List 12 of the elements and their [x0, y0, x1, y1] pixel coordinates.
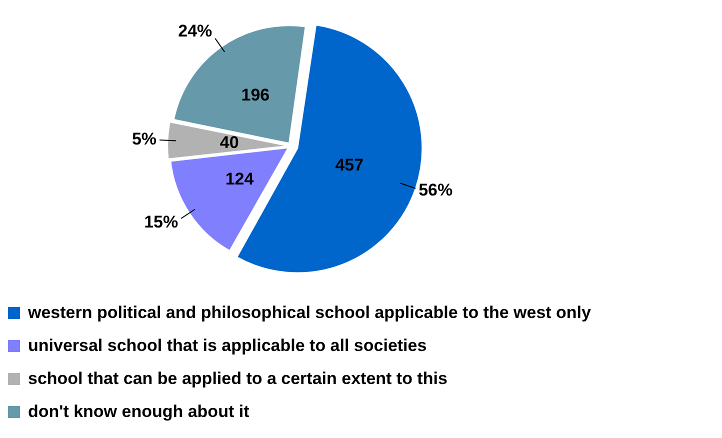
data-label: 24%: [178, 22, 212, 41]
text: 124: [225, 170, 254, 189]
text: 40: [220, 132, 239, 152]
text: 196: [241, 85, 270, 104]
legend-label: universal school that is applicable to all societies: [28, 336, 427, 356]
text: 457: [335, 156, 364, 175]
data-label: 5%: [132, 129, 157, 148]
legend-label: western political and philosophical school applicable to the west only: [28, 302, 591, 322]
legend-label: don't know enough about it: [28, 402, 250, 422]
data-label: 15%: [144, 212, 178, 232]
data-label: 56%: [418, 180, 453, 200]
legend-label: school that can be applied to a certain extent to this: [28, 368, 448, 388]
